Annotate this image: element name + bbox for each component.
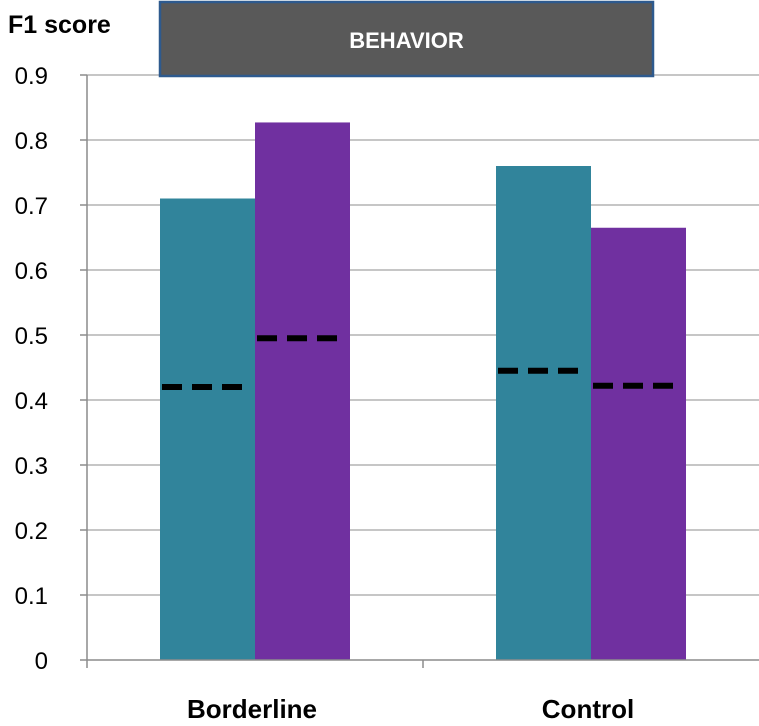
bar-control-1 xyxy=(496,166,591,660)
y-tick-label: 0.7 xyxy=(15,193,48,220)
y-axis-label: F1 score xyxy=(8,11,111,39)
y-tick-label: 0 xyxy=(35,648,48,675)
bar-control-2 xyxy=(591,228,686,660)
y-tick-label: 0.5 xyxy=(15,323,48,350)
y-tick-label: 0.8 xyxy=(15,128,48,155)
y-tick-label: 0.3 xyxy=(15,453,48,480)
x-category-labels: Borderline Control xyxy=(187,694,634,724)
chart-title: BEHAVIOR xyxy=(349,28,464,53)
y-tick-labels: 0 0.1 0.2 0.3 0.4 0.5 0.6 0.7 0.8 0.9 xyxy=(15,63,48,675)
y-tick-label: 0.4 xyxy=(15,388,48,415)
bars xyxy=(160,122,686,660)
y-tick-label: 0.9 xyxy=(15,63,48,90)
y-tick-label: 0.6 xyxy=(15,258,48,285)
x-category-label: Control xyxy=(542,694,634,724)
x-category-label: Borderline xyxy=(187,694,317,724)
y-tick-label: 0.2 xyxy=(15,518,48,545)
bar-borderline-2 xyxy=(255,122,350,660)
bar-borderline-1 xyxy=(160,199,255,661)
chart-title-box: BEHAVIOR xyxy=(160,2,653,76)
y-tick-label: 0.1 xyxy=(15,583,48,610)
